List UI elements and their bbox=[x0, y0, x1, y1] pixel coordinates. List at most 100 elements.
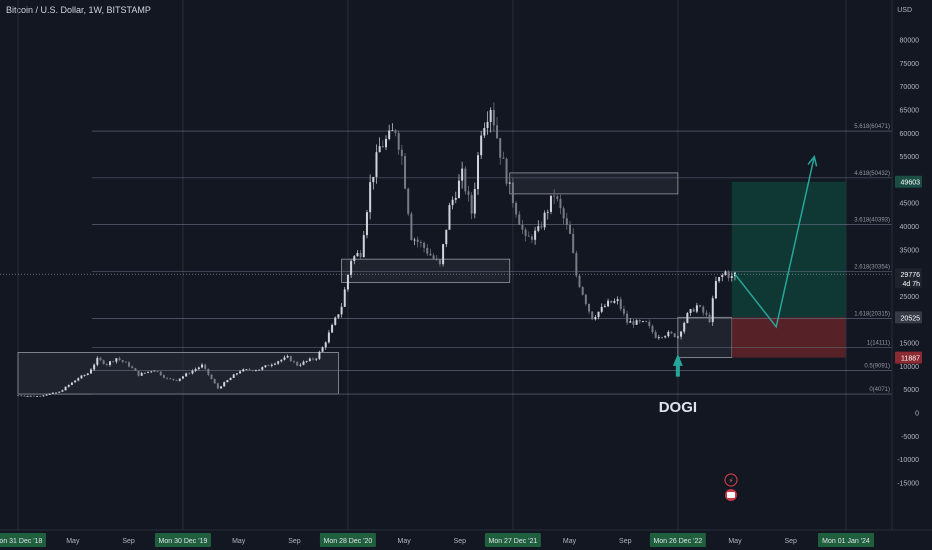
fib-label: 1.618(20315) bbox=[854, 311, 890, 317]
zone-box bbox=[509, 172, 679, 195]
candle-body bbox=[378, 146, 381, 153]
candle-body bbox=[258, 369, 261, 371]
candle-body bbox=[680, 331, 683, 337]
flash-icon-glyph: ⚡ bbox=[729, 477, 734, 485]
candle-body bbox=[591, 311, 594, 320]
y-tick-label: 0 bbox=[915, 411, 919, 418]
candle-body bbox=[575, 252, 578, 276]
grid bbox=[17, 0, 847, 530]
candle-body bbox=[419, 242, 422, 243]
current-price-label: 29776 bbox=[901, 272, 921, 279]
x-tick-label: Mon 30 Dec '19 bbox=[159, 538, 208, 545]
candle-body bbox=[645, 321, 648, 322]
candle-body bbox=[42, 395, 45, 397]
candle-body bbox=[283, 357, 286, 360]
candle-body bbox=[213, 379, 216, 384]
candle-body bbox=[318, 351, 321, 359]
candle-body bbox=[559, 198, 562, 209]
candle-body bbox=[353, 256, 356, 261]
y-tick-label: 15000 bbox=[900, 341, 920, 348]
y-tick-label: 5000 bbox=[903, 387, 919, 394]
x-tick-label: Sep bbox=[619, 538, 632, 545]
candle-body bbox=[166, 377, 169, 379]
candle-body bbox=[39, 396, 42, 397]
event-icon-glyph bbox=[727, 492, 735, 498]
fib-levels: 5.618(60471) 4.618(50432) 3.618(40393) 2.61… bbox=[92, 124, 892, 395]
candle-body bbox=[699, 305, 702, 307]
dogi-label: DOGI bbox=[659, 399, 697, 416]
candle-body bbox=[626, 313, 629, 323]
candle-body bbox=[77, 378, 80, 381]
candle-body bbox=[96, 357, 99, 365]
candle-body bbox=[486, 121, 489, 129]
candle-body bbox=[445, 229, 448, 245]
candle-body bbox=[394, 130, 397, 133]
candle-body bbox=[134, 368, 137, 371]
candle-body bbox=[267, 365, 270, 367]
x-tick-label: May bbox=[728, 538, 742, 545]
loss-zone bbox=[731, 317, 846, 358]
candle-body bbox=[629, 321, 632, 323]
candle-body bbox=[448, 205, 451, 230]
candle-body bbox=[99, 357, 102, 361]
candle-body bbox=[207, 368, 210, 375]
candle-body bbox=[483, 128, 486, 136]
entry-price-label-bg bbox=[895, 311, 922, 324]
candle-body bbox=[670, 331, 673, 334]
candle-body bbox=[194, 369, 197, 371]
candle-body bbox=[302, 361, 305, 365]
candle-body bbox=[169, 378, 172, 380]
candle-body bbox=[51, 392, 54, 394]
candle-body bbox=[331, 324, 334, 333]
candle-body bbox=[543, 212, 546, 228]
price-labels: 49603 29776 4d 7h 20525 11887 bbox=[895, 175, 922, 364]
candle-body bbox=[661, 337, 663, 339]
candle-body bbox=[502, 157, 505, 159]
candle-body bbox=[673, 333, 676, 338]
candle-body bbox=[83, 374, 86, 376]
candle-body bbox=[597, 311, 600, 318]
candle-body bbox=[185, 373, 188, 377]
candle-body bbox=[254, 370, 257, 371]
candle-body bbox=[343, 289, 346, 307]
candle-body bbox=[651, 325, 654, 333]
candle-body bbox=[708, 314, 711, 323]
candle-body bbox=[537, 226, 540, 231]
candle-body bbox=[70, 382, 73, 385]
candle-body bbox=[654, 332, 657, 338]
candle-body bbox=[705, 312, 708, 315]
y-tick-label: 55000 bbox=[900, 154, 920, 161]
candle-body bbox=[239, 371, 242, 374]
overlay: DOGI ⚡ bbox=[0, 154, 892, 501]
candle-body bbox=[327, 332, 330, 343]
candle-body bbox=[426, 247, 429, 254]
y-tick-label: 35000 bbox=[900, 247, 920, 254]
candle-body bbox=[365, 212, 368, 236]
x-tick-highlight bbox=[319, 533, 376, 547]
candle-body bbox=[464, 168, 467, 192]
fib-label: 1(14111) bbox=[867, 340, 890, 346]
candle-body bbox=[264, 365, 267, 368]
candle-body bbox=[683, 322, 686, 332]
candle-body bbox=[578, 275, 581, 287]
candle-body bbox=[121, 359, 124, 362]
candle-body bbox=[191, 370, 194, 374]
candle-body bbox=[454, 197, 457, 200]
candle-body bbox=[404, 156, 407, 189]
entry-price-label: 20525 bbox=[901, 315, 921, 322]
candle-body bbox=[147, 371, 150, 373]
candle-body bbox=[293, 361, 295, 363]
candle-body bbox=[315, 358, 318, 360]
target-price-label: 49603 bbox=[901, 180, 921, 187]
long-position[interactable] bbox=[731, 181, 846, 358]
x-tick-highlight bbox=[649, 533, 706, 547]
candle-body bbox=[721, 274, 724, 278]
profit-zone bbox=[731, 181, 846, 318]
candle-body bbox=[26, 395, 29, 397]
candle-body bbox=[153, 370, 156, 372]
candle-body bbox=[397, 132, 400, 150]
candle-body bbox=[58, 391, 61, 393]
x-tick-label: Sep bbox=[784, 538, 797, 545]
candle-body bbox=[553, 195, 556, 197]
